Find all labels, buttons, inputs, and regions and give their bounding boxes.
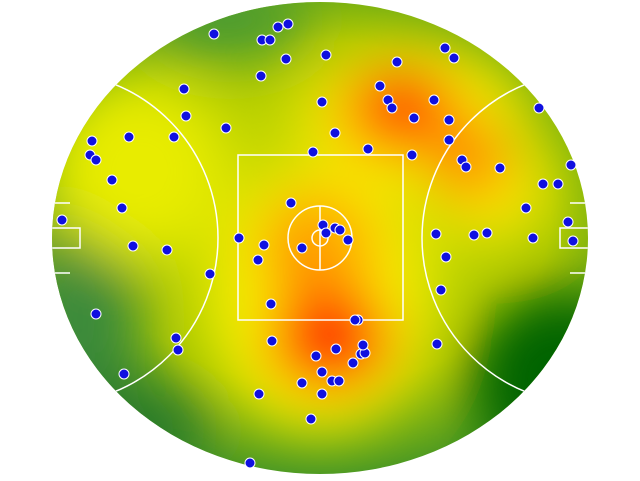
point xyxy=(285,197,297,209)
point xyxy=(443,134,455,146)
point xyxy=(266,335,278,347)
point xyxy=(320,49,332,61)
point xyxy=(481,227,493,239)
point xyxy=(106,174,118,186)
point xyxy=(374,80,386,92)
point xyxy=(208,28,220,40)
point xyxy=(265,298,277,310)
point xyxy=(56,214,68,226)
point xyxy=(168,131,180,143)
point xyxy=(565,159,577,171)
point xyxy=(233,232,245,244)
point xyxy=(272,21,284,33)
point xyxy=(435,284,447,296)
point xyxy=(320,227,332,239)
point xyxy=(161,244,173,256)
point xyxy=(252,254,264,266)
point xyxy=(527,232,539,244)
point xyxy=(347,357,359,369)
point xyxy=(431,338,443,350)
point xyxy=(386,102,398,114)
point xyxy=(280,53,292,65)
point xyxy=(428,94,440,106)
point xyxy=(310,350,322,362)
point xyxy=(468,229,480,241)
point xyxy=(440,251,452,263)
point xyxy=(329,127,341,139)
point xyxy=(562,216,574,228)
point xyxy=(391,56,403,68)
point xyxy=(316,388,328,400)
point xyxy=(204,268,216,280)
point xyxy=(494,162,506,174)
point xyxy=(296,377,308,389)
point xyxy=(296,242,308,254)
point xyxy=(342,234,354,246)
point xyxy=(255,70,267,82)
point xyxy=(116,202,128,214)
point xyxy=(244,457,256,469)
point xyxy=(537,178,549,190)
point xyxy=(220,122,232,134)
point xyxy=(264,34,276,46)
point xyxy=(90,308,102,320)
point xyxy=(520,202,532,214)
point xyxy=(552,178,564,190)
point xyxy=(408,112,420,124)
point xyxy=(316,96,328,108)
point xyxy=(448,52,460,64)
point xyxy=(334,224,346,236)
point xyxy=(357,339,369,351)
point xyxy=(123,131,135,143)
point xyxy=(178,83,190,95)
point xyxy=(362,143,374,155)
point xyxy=(330,343,342,355)
point xyxy=(307,146,319,158)
point xyxy=(349,314,361,326)
point xyxy=(127,240,139,252)
point xyxy=(118,368,130,380)
point xyxy=(282,18,294,30)
point xyxy=(333,375,345,387)
point xyxy=(170,332,182,344)
point xyxy=(305,413,317,425)
point xyxy=(406,149,418,161)
point xyxy=(253,388,265,400)
point xyxy=(258,239,270,251)
points xyxy=(56,18,579,469)
point xyxy=(430,228,442,240)
point xyxy=(86,135,98,147)
point xyxy=(567,235,579,247)
point xyxy=(172,344,184,356)
point xyxy=(90,154,102,166)
point xyxy=(180,110,192,122)
point xyxy=(460,161,472,173)
point xyxy=(439,42,451,54)
point xyxy=(533,102,545,114)
point xyxy=(316,366,328,378)
point xyxy=(443,114,455,126)
